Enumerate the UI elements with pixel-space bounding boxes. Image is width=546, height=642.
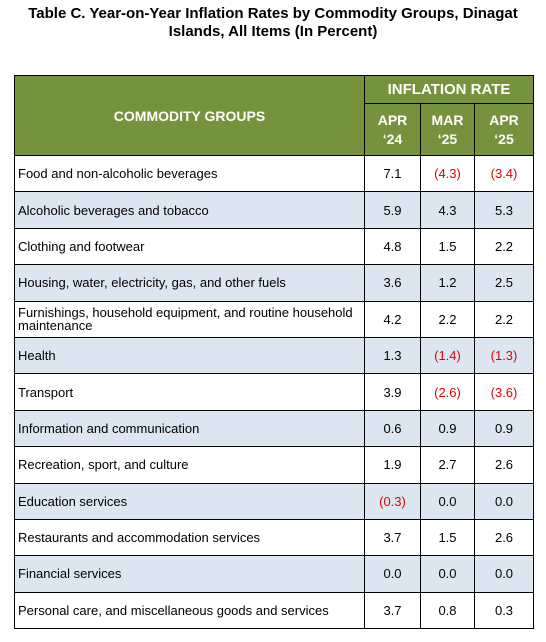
- inflation-rate: 0.9: [420, 409, 475, 448]
- commodity-group: Information and communication: [14, 409, 365, 448]
- commodity-group: Alcoholic beverages and tobacco: [14, 191, 365, 229]
- table-row: Transport 3.9 (2.6) (3.6): [14, 373, 535, 411]
- inflation-rate: 2.5: [473, 264, 535, 302]
- inflation-rate: 2.2: [420, 300, 475, 338]
- commodity-group: Financial services: [14, 555, 365, 593]
- table-row: Financial services 0.0 0.0 0.0: [14, 555, 535, 593]
- inflation-rate: 2.2: [473, 227, 535, 266]
- commodity-group: Recreation, sport, and culture: [14, 446, 365, 484]
- inflation-rate: 4.3: [420, 191, 475, 229]
- inflation-rate: 0.3: [473, 591, 535, 630]
- table-row: Health 1.3 (1.4) (1.3): [14, 336, 535, 375]
- inflation-table: COMMODITY GROUPS INFLATION RATE APR ‘24 M…: [14, 75, 535, 630]
- inflation-rate: (3.6): [473, 373, 535, 411]
- inflation-rate: 7.1: [364, 154, 421, 193]
- group-header: COMMODITY GROUPS: [14, 75, 365, 156]
- inflation-rate: (4.3): [420, 154, 475, 193]
- inflation-rate: 0.0: [364, 555, 421, 593]
- commodity-group: Health: [14, 336, 365, 375]
- inflation-rate: 1.5: [420, 227, 475, 266]
- commodity-group: Clothing and footwear: [14, 227, 365, 266]
- commodity-group: Transport: [14, 373, 365, 411]
- inflation-rate: (0.3): [364, 482, 421, 520]
- table-row: Clothing and footwear 4.8 1.5 2.2: [14, 227, 535, 266]
- column-header: APR ‘25: [473, 103, 535, 156]
- inflation-rate: (3.4): [473, 154, 535, 193]
- inflation-rate: 0.0: [473, 555, 535, 593]
- column-header: MAR ‘25: [420, 103, 475, 156]
- inflation-rate: 0.8: [420, 591, 475, 630]
- commodity-group: Education services: [14, 482, 365, 520]
- commodity-group: Furnishings, household equipment, and ro…: [14, 300, 365, 338]
- table-row: Information and communication 0.6 0.9 0.9: [14, 409, 535, 448]
- inflation-rate: 1.3: [364, 336, 421, 375]
- table-row: Personal care, and miscellaneous goods a…: [14, 591, 535, 630]
- column-header: APR ‘24: [364, 103, 421, 156]
- table-row: Recreation, sport, and culture 1.9 2.7 2.6: [14, 446, 535, 484]
- table-row: Furnishings, household equipment, and ro…: [14, 300, 535, 338]
- inflation-rate: (1.4): [420, 336, 475, 375]
- inflation-rate: 2.6: [473, 518, 535, 557]
- inflation-rate: 3.7: [364, 591, 421, 630]
- column-header-text: APR ‘24: [377, 111, 408, 147]
- commodity-group: Food and non-alcoholic beverages: [14, 154, 365, 193]
- inflation-rate: (2.6): [420, 373, 475, 411]
- commodity-group: Housing, water, electricity, gas, and ot…: [14, 264, 365, 302]
- inflation-rate: (1.3): [473, 336, 535, 375]
- table-row: Education services (0.3) 0.0 0.0: [14, 482, 535, 520]
- inflation-rate: 3.9: [364, 373, 421, 411]
- inflation-rate: 4.8: [364, 227, 421, 266]
- table-row: Housing, water, electricity, gas, and ot…: [14, 264, 535, 302]
- inflation-rate: 5.3: [473, 191, 535, 229]
- inflation-rate: 3.7: [364, 518, 421, 557]
- inflation-rate: 2.2: [473, 300, 535, 338]
- inflation-rate: 1.9: [364, 446, 421, 484]
- inflation-rate: 0.0: [420, 555, 475, 593]
- table-row: Alcoholic beverages and tobacco 5.9 4.3 5.3: [14, 191, 535, 229]
- inflation-rate: 0.0: [473, 482, 535, 520]
- inflation-rate: 3.6: [364, 264, 421, 302]
- column-header-text: MAR ‘25: [431, 111, 464, 147]
- commodity-group: Restaurants and accommodation services: [14, 518, 365, 557]
- table-row: Restaurants and accommodation services 3.…: [14, 518, 535, 557]
- inflation-rate: 1.5: [420, 518, 475, 557]
- inflation-rate: 5.9: [364, 191, 421, 229]
- inflation-rate: 0.6: [364, 409, 421, 448]
- commodity-group: Personal care, and miscellaneous goods a…: [14, 591, 365, 630]
- inflation-rate: 2.7: [420, 446, 475, 484]
- inflation-rate: 0.9: [473, 409, 535, 448]
- inflation-rate: 0.0: [420, 482, 475, 520]
- inflation-rate: 2.6: [473, 446, 535, 484]
- column-header-text: APR ‘25: [489, 111, 519, 147]
- inflation-rate: 4.2: [364, 300, 421, 338]
- inflation-rate: 1.2: [420, 264, 475, 302]
- table-title: Table C. Year-on-Year Inflation Rates by…: [28, 5, 518, 40]
- span-header: INFLATION RATE: [363, 75, 535, 104]
- table-row: Food and non-alcoholic beverages 7.1 (4.3)…: [14, 154, 535, 193]
